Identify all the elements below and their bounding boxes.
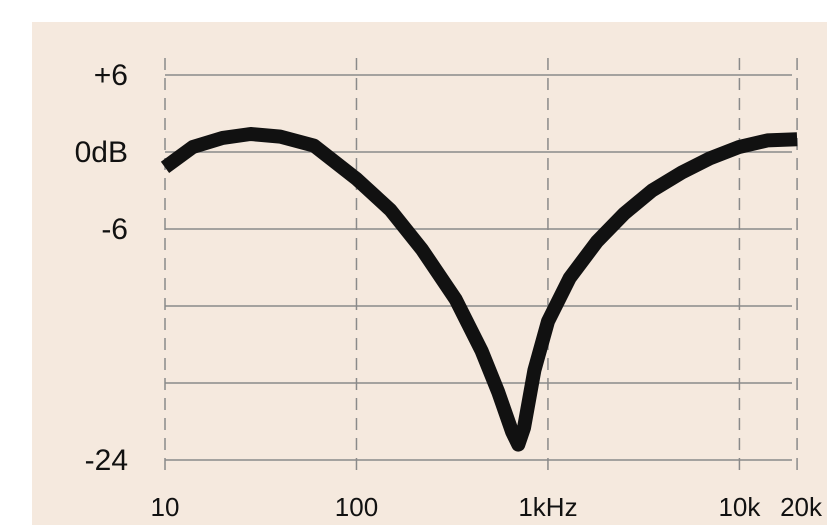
x-tick-label: 10k: [718, 492, 761, 522]
curve-layer: [160, 127, 798, 452]
x-tick-label: 100: [335, 492, 378, 522]
grid-lines: [164, 58, 798, 476]
x-tick-label: 10: [151, 492, 180, 522]
response-curve: [160, 127, 798, 452]
y-tick-label: 0dB: [75, 136, 128, 169]
y-tick-label: -24: [85, 444, 128, 477]
plot-panel-background: [32, 22, 827, 525]
y-axis-tick-labels: +6 0dB -6 -24: [75, 59, 128, 477]
x-tick-label: 1kHz: [518, 492, 577, 522]
y-tick-label: -6: [101, 213, 128, 246]
y-tick-label: +6: [94, 59, 128, 92]
x-axis-tick-labels: 10 100 1kHz 10k 20k: [151, 492, 823, 522]
x-tick-label: 20k: [780, 492, 823, 522]
